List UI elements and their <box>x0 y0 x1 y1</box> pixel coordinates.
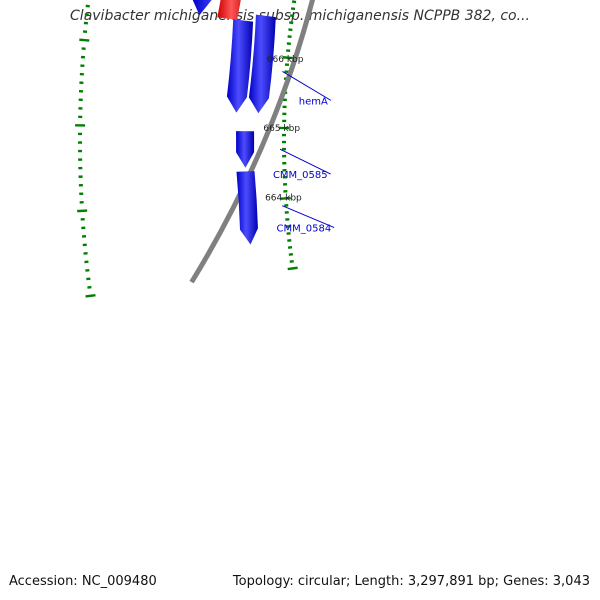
tick-layer <box>75 0 298 298</box>
minor-tick <box>289 259 294 263</box>
label-leader-line <box>282 205 335 229</box>
major-tick <box>287 266 298 271</box>
gene-arrow-hemA-b[interactable] <box>226 19 254 113</box>
label-leader-line <box>279 148 331 175</box>
major-tick <box>85 293 96 298</box>
label-leader-line <box>282 71 332 101</box>
minor-tick <box>87 285 92 289</box>
major-tick <box>79 38 90 42</box>
gene-label[interactable]: CMM_0585 <box>273 170 328 181</box>
major-tick <box>280 196 291 200</box>
minor-tick <box>290 7 296 11</box>
tick-label: 666 kbp <box>267 55 304 65</box>
major-tick <box>77 209 88 213</box>
tick-label: 664 kbp <box>265 193 302 203</box>
map-title: Clavibacter michiganensis subsp. michiga… <box>70 8 530 24</box>
minor-tick <box>289 14 295 18</box>
gene-arrow-heme-reverse[interactable] <box>192 0 253 16</box>
gene-label[interactable]: CMM_0584 <box>277 224 332 235</box>
gene-arrow-heme-forward[interactable] <box>217 0 248 20</box>
major-tick <box>282 56 293 60</box>
minor-tick <box>291 0 297 4</box>
gene-layer <box>192 0 276 245</box>
gene-arrow-hemA-a[interactable] <box>248 14 276 114</box>
tick-label: 665 kbp <box>263 124 300 134</box>
genome-summary-text: Topology: circular; Length: 3,297,891 bp… <box>232 574 590 589</box>
gene-arrow-cmm_0584-reverse[interactable] <box>236 171 258 245</box>
gene-arrow-cmm_0585-reverse[interactable] <box>236 131 255 168</box>
accession-text: Accession: NC_009480 <box>9 574 157 589</box>
gene-label[interactable]: hemA <box>299 96 328 107</box>
